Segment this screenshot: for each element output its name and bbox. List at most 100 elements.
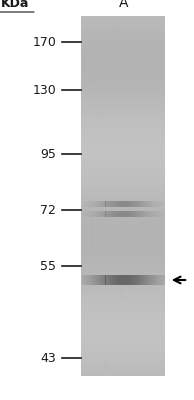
Bar bbox=[81, 327, 165, 328]
Bar bbox=[143, 275, 144, 285]
Bar bbox=[109, 201, 110, 207]
Bar bbox=[81, 218, 165, 219]
Bar bbox=[128, 211, 129, 217]
Bar bbox=[81, 32, 165, 33]
Bar bbox=[113, 211, 114, 217]
Bar bbox=[81, 362, 165, 363]
Bar bbox=[158, 211, 159, 217]
Bar bbox=[81, 66, 165, 68]
Bar bbox=[81, 35, 165, 36]
Bar bbox=[81, 273, 165, 274]
Bar bbox=[121, 275, 122, 285]
Bar bbox=[81, 168, 165, 170]
Bar bbox=[81, 38, 165, 39]
Bar bbox=[81, 164, 165, 165]
Bar bbox=[81, 310, 165, 311]
Bar bbox=[140, 201, 141, 207]
Bar bbox=[81, 71, 165, 72]
Bar bbox=[81, 252, 165, 254]
Bar bbox=[133, 275, 134, 285]
Bar bbox=[103, 211, 104, 217]
Bar bbox=[81, 173, 165, 174]
Bar bbox=[143, 211, 144, 217]
Bar bbox=[81, 226, 165, 227]
Bar bbox=[81, 296, 165, 297]
Bar bbox=[118, 211, 119, 217]
Bar bbox=[117, 211, 118, 217]
Bar bbox=[164, 275, 165, 285]
Bar bbox=[81, 87, 165, 88]
Bar bbox=[134, 201, 135, 207]
Bar bbox=[157, 201, 158, 207]
Bar bbox=[124, 275, 125, 285]
Bar bbox=[81, 334, 165, 335]
Bar bbox=[81, 141, 165, 142]
Bar bbox=[81, 227, 165, 228]
Bar bbox=[138, 201, 139, 207]
Bar bbox=[81, 231, 165, 232]
Bar bbox=[81, 342, 165, 344]
Bar bbox=[136, 275, 137, 285]
Bar bbox=[123, 275, 124, 285]
Bar bbox=[81, 159, 165, 160]
Bar bbox=[81, 27, 165, 28]
Bar bbox=[129, 275, 130, 285]
Bar bbox=[151, 201, 152, 207]
Bar bbox=[81, 375, 165, 376]
Bar bbox=[81, 240, 165, 242]
Bar bbox=[106, 211, 107, 217]
Bar bbox=[81, 153, 165, 154]
Bar bbox=[146, 275, 147, 285]
Bar bbox=[115, 211, 116, 217]
Bar bbox=[101, 211, 102, 217]
Bar bbox=[81, 180, 165, 182]
Bar bbox=[100, 275, 101, 285]
Bar bbox=[81, 70, 165, 71]
Bar bbox=[81, 352, 165, 353]
Bar bbox=[130, 211, 131, 217]
Bar bbox=[137, 211, 138, 217]
Bar bbox=[81, 267, 165, 268]
Bar bbox=[81, 171, 165, 172]
Bar bbox=[81, 40, 165, 41]
Bar bbox=[114, 211, 115, 217]
Bar bbox=[81, 374, 165, 375]
Bar bbox=[96, 275, 97, 285]
Bar bbox=[100, 211, 101, 217]
Bar bbox=[97, 275, 98, 285]
Bar bbox=[134, 211, 135, 217]
Bar bbox=[114, 201, 115, 207]
Bar bbox=[138, 275, 139, 285]
Bar bbox=[81, 24, 165, 26]
Bar bbox=[87, 211, 88, 217]
Bar bbox=[81, 311, 165, 312]
Bar bbox=[85, 275, 86, 285]
Bar bbox=[81, 300, 165, 302]
Bar bbox=[81, 305, 165, 306]
Bar bbox=[81, 52, 165, 53]
Bar bbox=[81, 202, 165, 203]
Bar bbox=[81, 233, 165, 234]
Bar bbox=[152, 201, 153, 207]
Bar bbox=[84, 201, 85, 207]
Bar bbox=[141, 201, 142, 207]
Bar bbox=[128, 275, 129, 285]
Bar bbox=[98, 275, 99, 285]
Bar bbox=[157, 211, 158, 217]
Bar bbox=[83, 201, 84, 207]
Bar bbox=[121, 201, 122, 207]
Bar bbox=[81, 323, 165, 324]
Bar bbox=[81, 140, 165, 141]
Bar bbox=[81, 216, 165, 218]
Bar bbox=[93, 275, 94, 285]
Bar bbox=[137, 275, 138, 285]
Bar bbox=[107, 201, 108, 207]
Bar bbox=[81, 251, 165, 252]
Bar bbox=[81, 39, 165, 40]
Bar bbox=[101, 275, 102, 285]
Bar bbox=[81, 260, 165, 261]
Bar bbox=[81, 221, 165, 222]
Bar bbox=[155, 201, 156, 207]
Bar bbox=[81, 110, 165, 111]
Bar bbox=[81, 30, 165, 32]
